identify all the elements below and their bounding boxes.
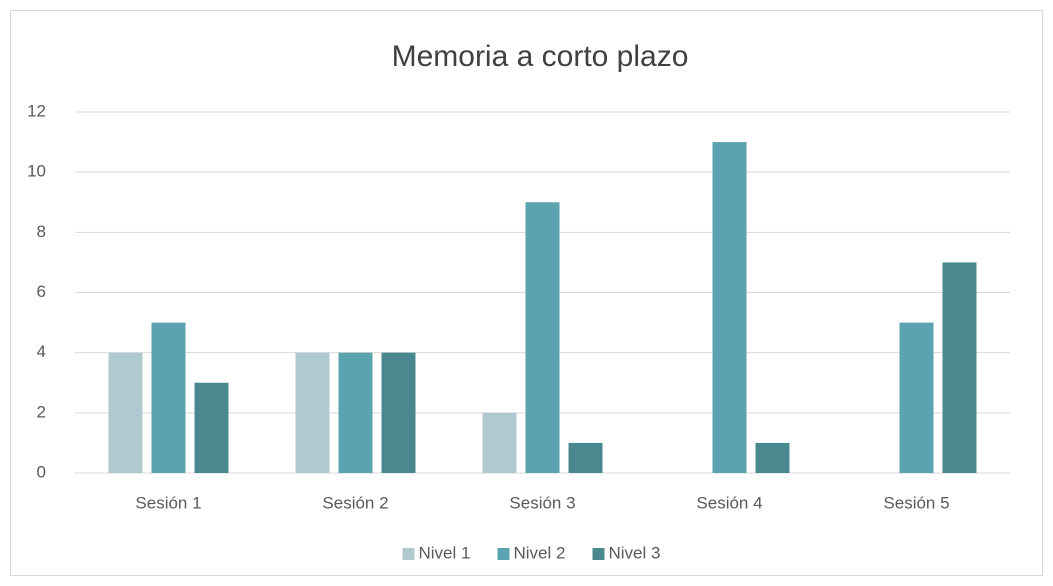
legend-swatch (497, 548, 510, 560)
bar (712, 142, 747, 474)
y-tick-label: 2 (37, 402, 46, 421)
bar (194, 382, 229, 473)
x-tick-label: Sesión 4 (696, 493, 762, 512)
legend-label: Nivel 3 (609, 543, 661, 562)
y-tick-label: 10 (27, 162, 46, 181)
bar (338, 352, 373, 473)
y-tick-label: 12 (27, 101, 46, 120)
legend-swatch (592, 548, 605, 560)
bar (151, 322, 186, 473)
x-tick-label: Sesión 1 (135, 493, 201, 512)
bar (482, 412, 517, 473)
legend-swatch (402, 548, 415, 560)
chart-title: Memoria a corto plazo (392, 40, 689, 73)
bar (899, 322, 934, 473)
bar (568, 442, 603, 473)
legend-label: Nivel 1 (419, 543, 471, 562)
legend-label: Nivel 2 (514, 543, 566, 562)
bar (942, 262, 977, 473)
x-tick-label: Sesión 2 (322, 493, 388, 512)
bar (381, 352, 416, 473)
bar (108, 352, 143, 473)
y-tick-label: 4 (37, 342, 46, 361)
x-tick-label: Sesión 3 (509, 493, 575, 512)
bar (525, 202, 560, 473)
x-tick-label: Sesión 5 (883, 493, 949, 512)
y-tick-label: 0 (37, 462, 46, 481)
bar (295, 352, 330, 473)
bar (755, 442, 790, 473)
y-tick-label: 6 (37, 282, 46, 301)
y-tick-label: 8 (37, 222, 46, 241)
